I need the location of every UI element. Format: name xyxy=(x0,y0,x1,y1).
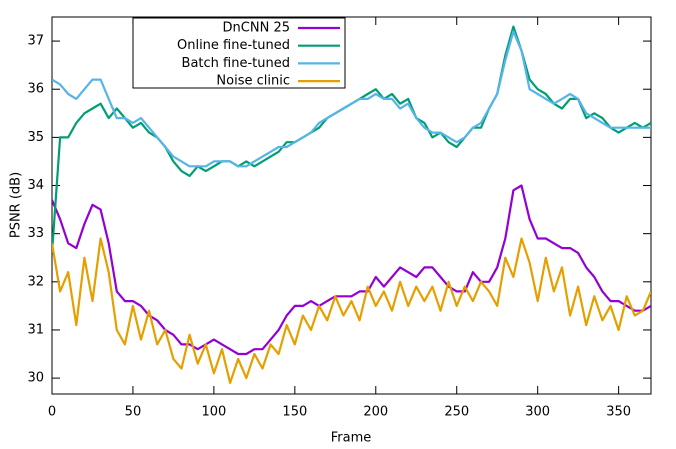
x-tick-label: 0 xyxy=(48,405,56,420)
x-tick-label: 50 xyxy=(125,405,142,420)
x-tick-label: 150 xyxy=(282,405,307,420)
x-tick-label: 350 xyxy=(606,405,631,420)
legend-label: Online fine-tuned xyxy=(177,38,290,53)
plot-frame xyxy=(51,16,652,395)
legend-label: DnCNN 25 xyxy=(223,21,290,36)
x-tick-label: 300 xyxy=(525,405,550,420)
series-line xyxy=(52,237,651,384)
legend-box xyxy=(132,17,346,89)
y-tick-label: 35 xyxy=(27,130,44,145)
y-tick-label: 36 xyxy=(27,82,44,97)
series-line xyxy=(52,30,651,168)
legend-label: Batch fine-tuned xyxy=(182,56,290,71)
y-tick-label: 37 xyxy=(27,34,44,49)
y-tick-label: 32 xyxy=(27,274,44,289)
y-tick-label: 31 xyxy=(27,322,44,337)
series-line xyxy=(52,184,651,356)
y-tick-label: 34 xyxy=(27,178,44,193)
legend-label: Noise clinic xyxy=(216,74,290,89)
x-axis-label: Frame xyxy=(331,431,372,446)
x-tick-label: 100 xyxy=(201,405,226,420)
x-tick-label: 200 xyxy=(363,405,388,420)
y-tick-label: 30 xyxy=(27,371,44,386)
x-tick-label: 250 xyxy=(444,405,469,420)
y-axis-label: PSNR (dB) xyxy=(9,172,24,238)
y-tick-label: 33 xyxy=(27,226,44,241)
